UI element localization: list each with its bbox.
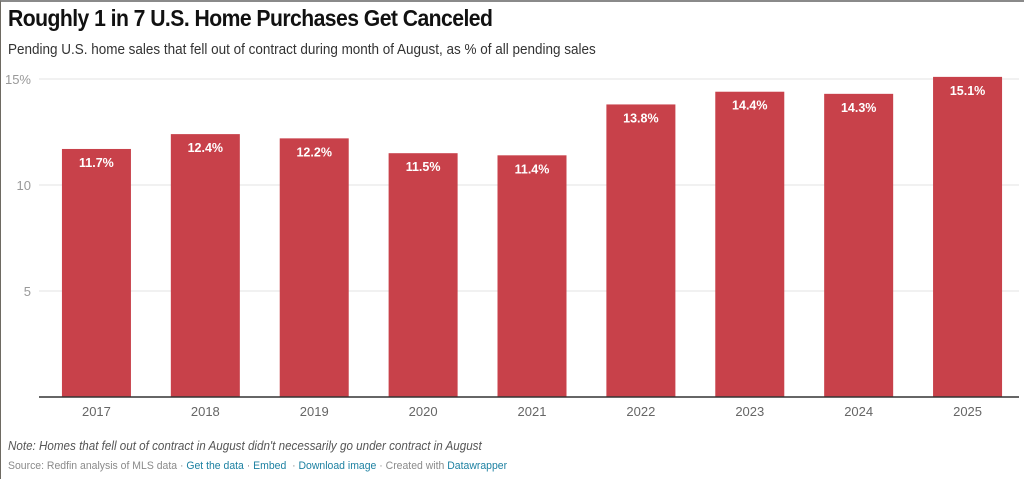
- x-tick-label: 2021: [518, 404, 547, 419]
- separator: ·: [179, 460, 184, 472]
- bar-2025: [933, 76, 1003, 397]
- chart-note: Note: Homes that fell out of contract in…: [8, 439, 482, 453]
- bar-value-label: 11.5%: [406, 160, 441, 174]
- bar-value-label: 12.2%: [296, 145, 331, 159]
- bar-2022: [606, 104, 676, 397]
- separator: ·: [246, 460, 251, 472]
- bar-2018: [170, 134, 240, 397]
- bar-value-label: 12.4%: [188, 141, 223, 155]
- embed-link[interactable]: Embed: [253, 460, 287, 472]
- x-tick-label: 2018: [191, 404, 220, 419]
- datawrapper-link[interactable]: Datawrapper: [447, 460, 508, 472]
- x-tick-label: 2020: [409, 404, 438, 419]
- bar-2020: [388, 153, 458, 397]
- x-tick-label: 2022: [626, 404, 655, 419]
- separator: ·: [292, 460, 296, 472]
- y-tick-label: 5: [24, 284, 31, 299]
- y-tick-label: 10: [17, 178, 31, 193]
- bar-2024: [824, 93, 894, 397]
- chart-title: Roughly 1 in 7 U.S. Home Purchases Get C…: [8, 5, 493, 31]
- bar-value-label: 14.3%: [841, 101, 876, 115]
- y-tick-label: 15%: [5, 72, 31, 87]
- get-data-link[interactable]: Get the data: [186, 460, 244, 472]
- x-tick-label: 2019: [300, 404, 329, 419]
- bar-2023: [715, 91, 785, 397]
- separator: ·: [379, 460, 383, 472]
- source-text: Source: Redfin analysis of MLS data: [8, 460, 178, 472]
- chart-footer: Source: Redfin analysis of MLS data · Ge…: [8, 460, 507, 472]
- x-tick-label: 2017: [82, 404, 111, 419]
- bar-2021: [497, 155, 567, 397]
- bar-2017: [61, 148, 131, 397]
- bar-value-label: 14.4%: [732, 99, 767, 113]
- bar-chart: 11.7% 12.4% 12.2% 11.5% 11.4% 13.8% 14.4% 14.3%…: [5, 72, 1019, 419]
- x-tick-label: 2025: [953, 404, 982, 419]
- created-with-text: Created with: [385, 460, 445, 472]
- x-tick-label: 2023: [735, 404, 764, 419]
- bar-value-label: 15.1%: [950, 84, 985, 98]
- bar-2019: [279, 138, 349, 398]
- axes: 5 10 15% 2017 2018 2019 2020 2021 2022 2023 2024 20…: [5, 72, 1019, 419]
- bars: 11.7% 12.4% 12.2% 11.5% 11.4% 13.8% 14.4% 14.3%…: [61, 76, 1003, 398]
- bar-value-label: 11.4%: [515, 162, 550, 176]
- x-tick-label: 2024: [844, 404, 873, 419]
- bar-value-label: 11.7%: [79, 156, 114, 170]
- bar-value-label: 13.8%: [623, 111, 658, 125]
- chart-subtitle: Pending U.S. home sales that fell out of…: [8, 42, 596, 58]
- download-image-link[interactable]: Download image: [298, 460, 377, 472]
